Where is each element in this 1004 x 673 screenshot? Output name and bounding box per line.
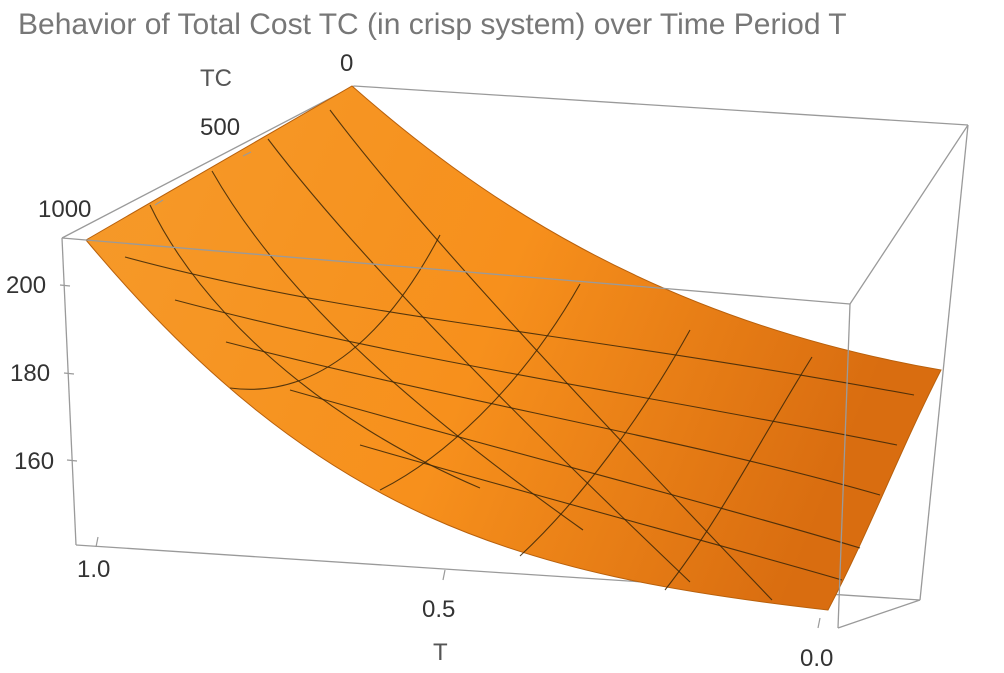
z-tick-label: 180 [10,360,50,387]
t-axis: 1.0 0.5 0.0 T [77,556,833,672]
mesh-line [379,283,581,491]
tick-marks [59,151,821,629]
vertical-axis: 200 180 160 [6,272,54,475]
mesh-line [289,389,861,549]
chart-title: Behavior of Total Cost TC (in crisp syst… [18,8,847,41]
mesh-line [225,341,881,496]
mesh-line [267,138,691,583]
surface-patch [85,85,942,611]
mesh-line [149,204,481,489]
mesh-line [174,299,898,446]
tc-tick-label: 500 [200,114,240,141]
plot-box-front [61,124,969,629]
mesh-line [664,356,813,591]
mesh-line [124,256,915,396]
tc-tick-label: 1000 [38,196,91,223]
z-tick-label: 160 [14,448,54,475]
t-tick-label: 1.0 [77,556,110,583]
t-tick-label: 0.5 [422,596,455,623]
z-tick-label: 200 [6,272,46,299]
tc-axis: TC 0 500 1000 [38,50,353,223]
t-axis-label: T [433,639,448,666]
t-tick-label: 0.0 [800,645,833,672]
mesh-line [329,109,773,601]
mesh-line [229,234,441,390]
tc-axis-label: TC [200,65,232,92]
tc-tick-label: 0 [340,50,353,77]
cost-surface [85,85,942,611]
mesh-line [211,170,584,531]
mesh-line [359,444,843,581]
mesh-line [519,329,691,557]
